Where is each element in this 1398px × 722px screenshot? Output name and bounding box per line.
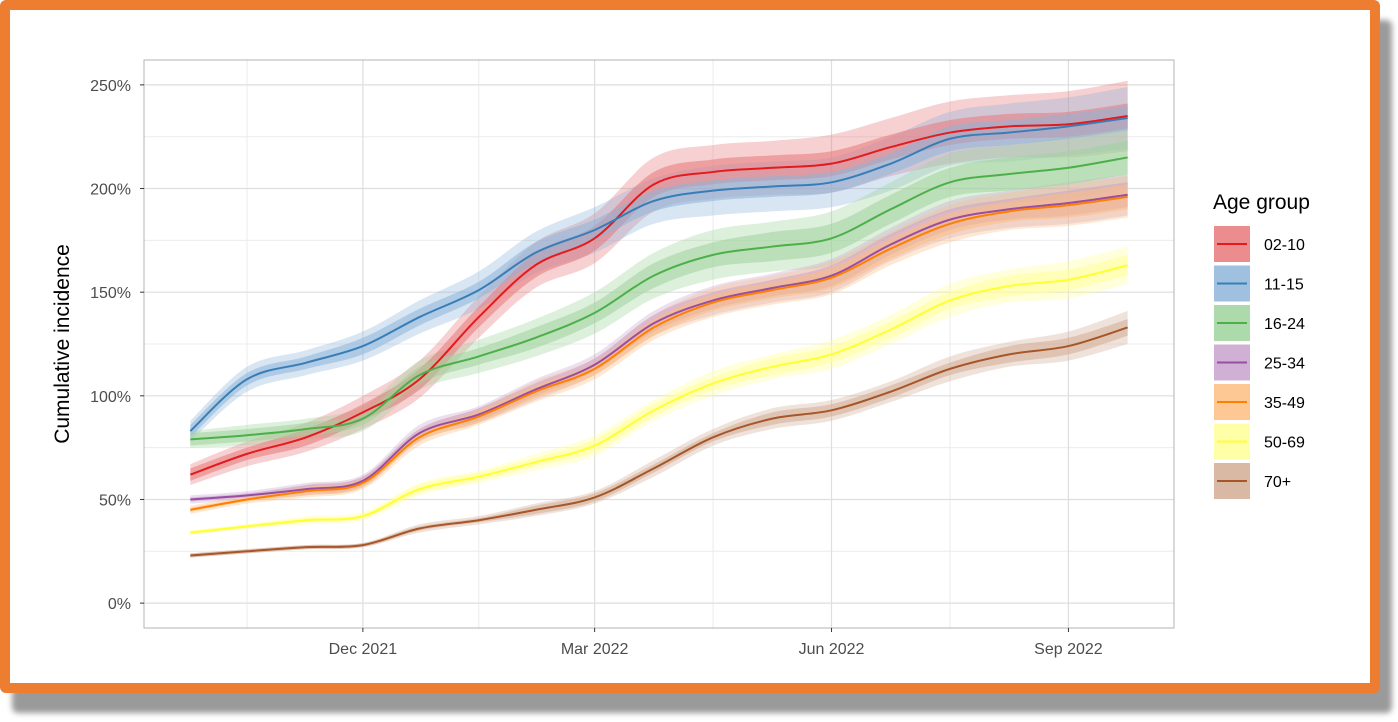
- band-outer-50-69: [190, 246, 1128, 535]
- x-tick-label: Dec 2021: [329, 641, 398, 658]
- legend-label: 25-34: [1264, 356, 1305, 373]
- x-tick-label: Mar 2022: [561, 641, 629, 658]
- grid-minor: [144, 60, 1174, 628]
- legend-label: 50-69: [1264, 435, 1305, 452]
- legend: Age group 02-10 11-15 16-24 25-34 35-49 50-69…: [1213, 191, 1310, 499]
- y-tick-label: 250%: [90, 78, 131, 95]
- y-tick-label: 50%: [99, 492, 131, 509]
- x-axis: Dec 2021 Mar 2022 Jun 2022 Sep 2022: [329, 628, 1103, 658]
- legend-label: 70+: [1264, 474, 1291, 491]
- y-tick-label: 150%: [90, 285, 131, 302]
- x-tick-label: Sep 2022: [1034, 641, 1103, 658]
- band-inner-16-24: [190, 140, 1128, 446]
- series-line-11-15: [189, 117, 1128, 432]
- band-inner-35-49: [190, 184, 1128, 512]
- y-axis-title: Cumulative incidence: [51, 244, 74, 444]
- legend-title: Age group: [1213, 191, 1310, 214]
- plot-panel-border: [143, 59, 1175, 629]
- band-inner-11-15: [190, 105, 1128, 438]
- legend-label: 11-15: [1264, 277, 1304, 294]
- series-line-16-24: [190, 156, 1128, 441]
- band-inner-50-69: [190, 254, 1128, 535]
- legend-label: 16-24: [1264, 316, 1305, 333]
- y-axis: 0% 50% 100% 150% 200% 250%: [90, 78, 144, 613]
- y-tick-label: 100%: [90, 389, 131, 406]
- y-tick-label: 200%: [90, 182, 131, 199]
- series-line-02-10: [190, 114, 1128, 476]
- series-line-25-34: [190, 193, 1128, 501]
- series-lines: [189, 114, 1128, 557]
- legend-label: 35-49: [1264, 395, 1305, 412]
- band-inner-70+: [190, 319, 1128, 558]
- band-outer-11-15: [190, 86, 1128, 442]
- x-tick-label: Jun 2022: [799, 641, 865, 658]
- series-line-35-49: [190, 195, 1128, 511]
- series-line-70+: [190, 326, 1128, 557]
- y-tick-label: 0%: [108, 596, 131, 613]
- legend-label: 02-10: [1264, 237, 1305, 254]
- series-line-50-69: [190, 264, 1128, 534]
